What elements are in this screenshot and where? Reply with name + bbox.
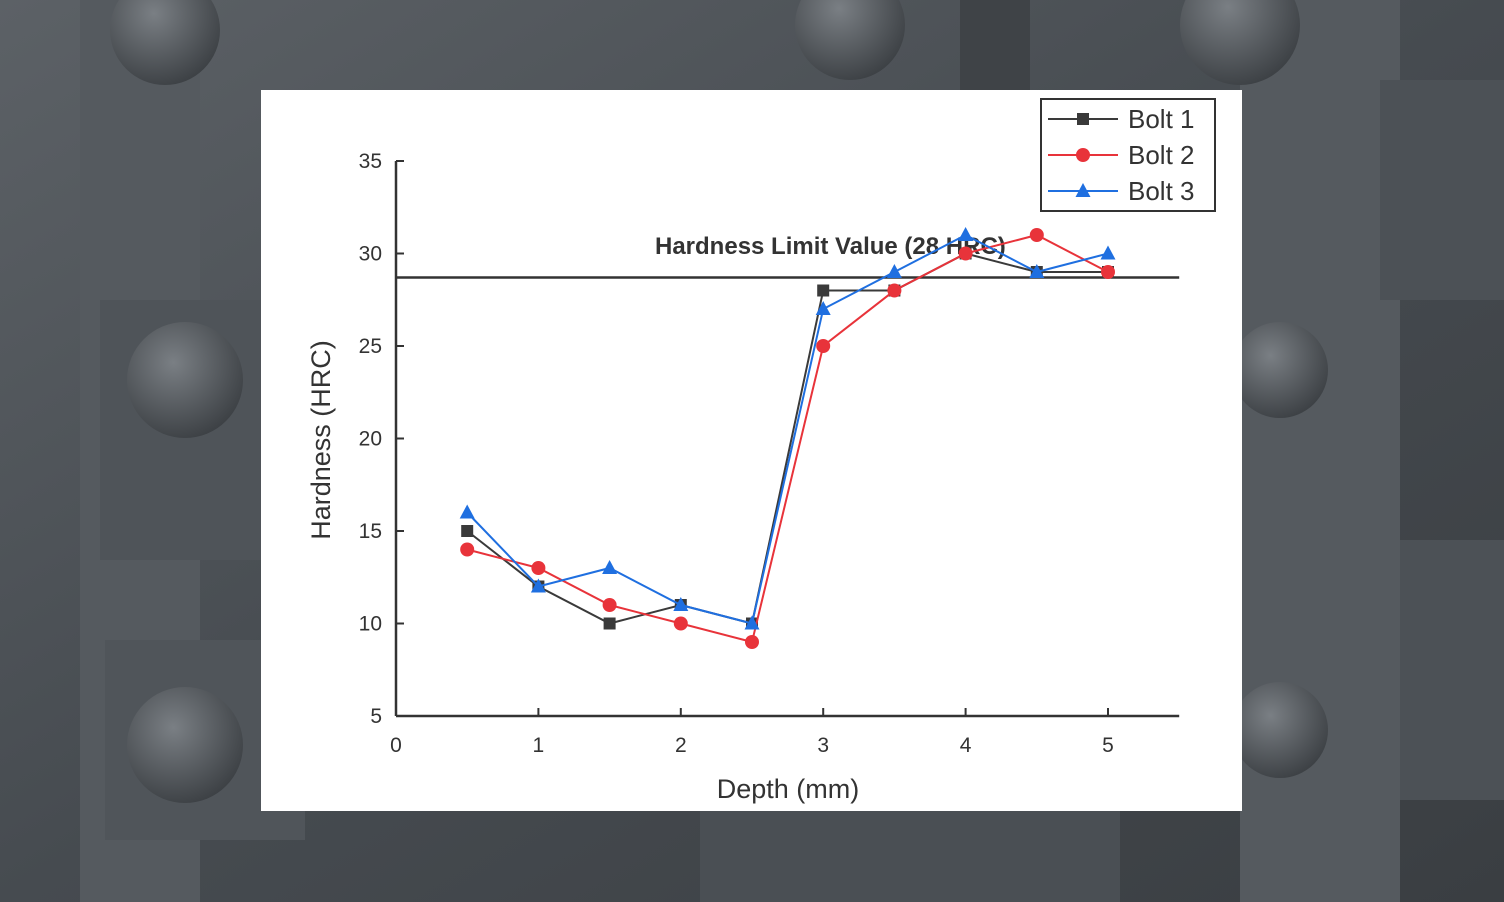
marker — [1076, 148, 1090, 162]
series-line — [466, 233, 1109, 625]
marker — [1029, 264, 1045, 278]
marker — [817, 284, 830, 297]
marker — [887, 283, 902, 298]
legend: Bolt 1 Bolt 2 Bolt 3 — [1040, 98, 1216, 212]
y-tick-label: 20 — [359, 428, 382, 451]
marker — [886, 264, 902, 278]
marker — [816, 339, 831, 353]
marker — [602, 560, 618, 574]
marker — [1101, 265, 1115, 279]
marker — [461, 525, 474, 537]
marker — [673, 597, 689, 611]
y-tick-label: 25 — [359, 335, 382, 358]
marker — [1100, 245, 1116, 260]
marker — [459, 504, 475, 519]
marker — [958, 246, 973, 261]
x-tick-label: 0 — [390, 734, 402, 757]
x-tick-label: 3 — [817, 734, 829, 757]
marker — [603, 617, 616, 630]
y-tick-label: 15 — [359, 520, 382, 543]
marker — [1077, 113, 1089, 125]
marker — [958, 227, 974, 241]
y-tick-label: 5 — [370, 705, 382, 728]
marker — [744, 615, 760, 630]
legend-label: Bolt 1 — [1128, 104, 1195, 134]
series-line — [466, 233, 1109, 644]
x-tick-label: 2 — [675, 734, 687, 757]
plot-area: 5 10 15 20 25 30 35 0 1 2 3 4 5 — [359, 150, 1180, 757]
marker — [815, 301, 831, 315]
legend-label: Bolt 3 — [1128, 176, 1195, 206]
annotation: Hardness Limit Value (28 HRC) — [655, 233, 1006, 260]
legend-label: Bolt 2 — [1128, 140, 1195, 170]
marker — [1075, 183, 1091, 197]
y-axis-label: Hardness (HRC) — [306, 340, 336, 540]
y-tick-label: 10 — [359, 613, 382, 636]
marker — [745, 635, 759, 649]
x-tick-label: 1 — [533, 734, 545, 757]
x-axis-label: Depth (mm) — [717, 774, 860, 804]
marker — [602, 598, 617, 612]
marker — [673, 616, 688, 631]
series-line — [466, 252, 1108, 625]
x-tick-label: 5 — [1102, 734, 1114, 757]
marker — [530, 578, 546, 593]
marker — [460, 542, 475, 557]
marker — [531, 561, 546, 575]
y-tick-label: 30 — [359, 243, 382, 266]
x-tick-label: 4 — [960, 734, 972, 757]
marker — [1029, 228, 1044, 242]
y-tick-label: 35 — [359, 150, 382, 173]
